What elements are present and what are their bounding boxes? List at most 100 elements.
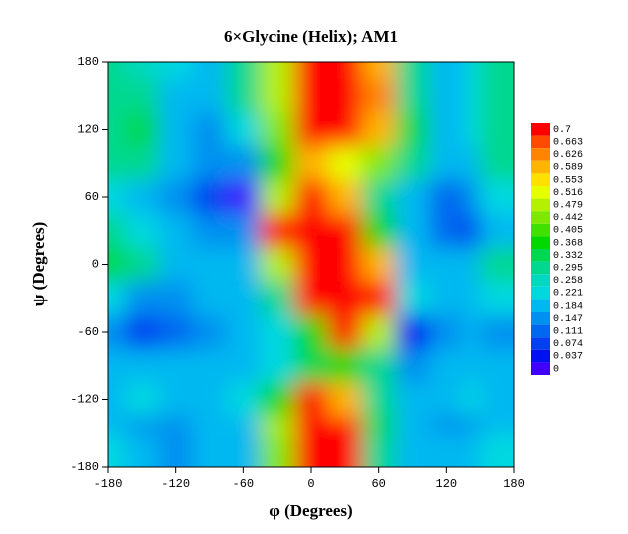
field-cell <box>294 146 329 181</box>
field-cell <box>192 146 227 181</box>
colorbar-label: 0.111 <box>553 327 583 338</box>
colorbar-label: 0.074 <box>553 339 583 350</box>
field-cell <box>260 348 295 384</box>
field-cell <box>480 433 514 467</box>
colorbar-swatch <box>531 223 550 237</box>
colorbar-swatch <box>531 337 550 350</box>
y-tick-label: -120 <box>70 393 99 407</box>
field-cell <box>480 281 514 316</box>
field-cell <box>226 78 261 114</box>
colorbar-label: 0.295 <box>553 264 583 275</box>
colorbar-label: 0.479 <box>553 201 583 212</box>
field-cells <box>108 62 514 467</box>
field-cell <box>260 247 295 282</box>
colorbar-label: 0.147 <box>553 314 583 325</box>
colorbar-swatch <box>531 123 550 136</box>
colorbar-swatch <box>531 261 550 275</box>
field-cell <box>158 213 194 249</box>
field-cell <box>226 213 261 249</box>
field-cell <box>395 112 430 147</box>
colorbar-swatch <box>531 362 550 375</box>
field-cell <box>429 315 464 350</box>
field-cell <box>361 315 397 350</box>
field-cell <box>260 213 295 249</box>
field-cell <box>124 281 160 316</box>
field-cell <box>158 315 194 350</box>
field-cell <box>192 433 227 467</box>
field-cell <box>395 433 430 467</box>
colorbar-label: 0.516 <box>553 188 583 199</box>
field-cell <box>361 281 397 316</box>
field-cell <box>361 146 397 181</box>
field-cell <box>327 78 363 114</box>
colorbar-swatch <box>531 186 550 199</box>
colorbar-swatch <box>531 211 550 224</box>
field-cell <box>158 180 194 215</box>
colorbar-label: 0.589 <box>553 163 583 174</box>
field-cell <box>260 433 295 467</box>
field-cell <box>480 146 514 181</box>
colorbar-label: 0.442 <box>553 213 583 224</box>
field-cell <box>429 281 464 316</box>
x-tick-label: -120 <box>161 477 190 491</box>
field-cell <box>260 112 295 147</box>
field-cell <box>294 433 329 467</box>
field-cell <box>480 247 514 282</box>
field-cell <box>480 348 514 384</box>
colorbar-swatch <box>531 286 550 300</box>
field-cell <box>260 78 295 114</box>
field-cell <box>429 180 464 215</box>
y-tick-label: -60 <box>77 325 99 339</box>
field-cell <box>327 348 363 384</box>
x-tick-label: 0 <box>307 477 314 491</box>
x-tick-label: 60 <box>371 477 385 491</box>
field-cell <box>124 433 160 467</box>
field-cell <box>480 180 514 215</box>
field-cell <box>395 348 430 384</box>
field-cell <box>226 382 261 417</box>
colorbar-swatch <box>531 299 550 312</box>
field-cell <box>192 281 227 316</box>
field-cell <box>124 180 160 215</box>
field-cell <box>480 382 514 417</box>
field-cell <box>158 348 194 384</box>
field-cell <box>395 146 430 181</box>
field-cell <box>429 382 464 417</box>
field-cell <box>395 281 430 316</box>
field-cell <box>294 180 329 215</box>
field-cell <box>327 281 363 316</box>
colorbar-label: 0.553 <box>553 175 583 186</box>
field-cell <box>124 348 160 384</box>
field-cell <box>480 315 514 350</box>
field-cell <box>361 112 397 147</box>
field-cell <box>294 281 329 316</box>
colorbar-label: 0.663 <box>553 138 583 149</box>
x-tick-label: -180 <box>94 477 123 491</box>
field-cell <box>429 348 464 384</box>
field-cell <box>327 382 363 417</box>
field-cell <box>158 112 194 147</box>
field-cell <box>158 433 194 467</box>
field-cell <box>226 433 261 467</box>
field-cell <box>294 78 329 114</box>
field-cell <box>226 348 261 384</box>
colorbar-swatch <box>531 173 550 186</box>
y-tick-label: 60 <box>85 190 99 204</box>
field-cell <box>294 247 329 282</box>
field-cell <box>226 180 261 215</box>
field-cell <box>124 112 160 147</box>
field-cell <box>226 315 261 350</box>
field-cell <box>260 146 295 181</box>
field-cell <box>395 180 430 215</box>
field-cell <box>429 112 464 147</box>
field-cell <box>192 247 227 282</box>
x-tick-label: 180 <box>503 477 525 491</box>
field-cell <box>294 382 329 417</box>
field-cell <box>124 213 160 249</box>
field-cell <box>429 247 464 282</box>
field-cell <box>327 315 363 350</box>
colorbar-label: 0.7 <box>553 125 571 136</box>
field-cell <box>395 315 430 350</box>
field-cell <box>429 146 464 181</box>
